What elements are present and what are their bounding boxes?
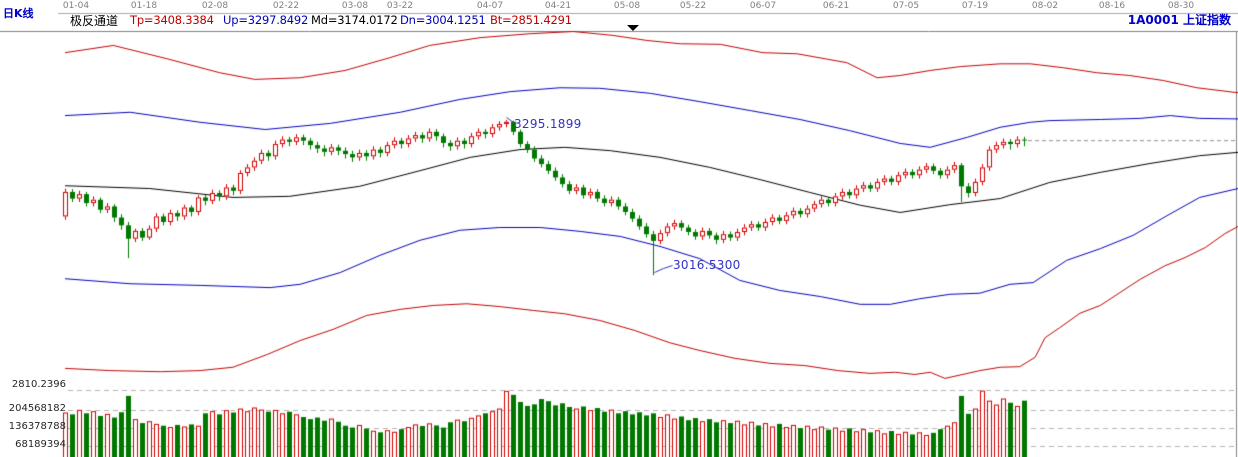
x-axis-label: 01-04 [62,1,90,11]
indicator-value-dn: Dn=3004.1251 [400,13,486,27]
x-axis-label: 03-22 [386,1,414,11]
period-label[interactable]: 日K线 [3,7,34,20]
x-axis-label: 07-05 [892,1,920,11]
price-axis-label: 2810.2396 [11,379,66,390]
symbol-label[interactable]: 1A0001 上证指数 [1127,13,1231,27]
x-axis-label: 02-22 [272,1,300,11]
x-axis-label: 05-08 [613,1,641,11]
x-axis-label: 08-30 [1167,1,1195,11]
x-axis-label: 04-07 [476,1,504,11]
indicator-name-label: 极反通道 [70,14,119,28]
price-annotation: 3016.5300 [673,258,741,272]
indicator-value-tp: Tp=3408.3384 [130,13,214,27]
indicator-value-bt: Bt=2851.4291 [490,13,572,27]
x-axis-label: 02-08 [201,1,229,11]
x-axis-label: 06-07 [749,1,777,11]
x-axis-label: 03-08 [341,1,369,11]
volume-axis-label: 68189394 [15,439,66,450]
indicator-value-up: Up=3297.8492 [223,13,309,27]
x-axis-label: 08-02 [1031,1,1059,11]
volume-axis-label: 136378788 [8,421,66,432]
indicator-value-md: Md=3174.0172 [311,13,398,27]
price-annotation: 3295.1899 [514,117,582,131]
volume-axis-label: 204568182 [8,403,66,414]
x-axis-label: 05-22 [679,1,707,11]
x-axis-label: 04-21 [544,1,572,11]
x-axis-label: 08-16 [1098,1,1126,11]
x-axis-label: 01-18 [130,1,158,11]
x-axis-label: 07-19 [961,1,989,11]
x-axis-label: 06-21 [822,1,850,11]
marker-triangle-icon[interactable] [627,25,639,31]
